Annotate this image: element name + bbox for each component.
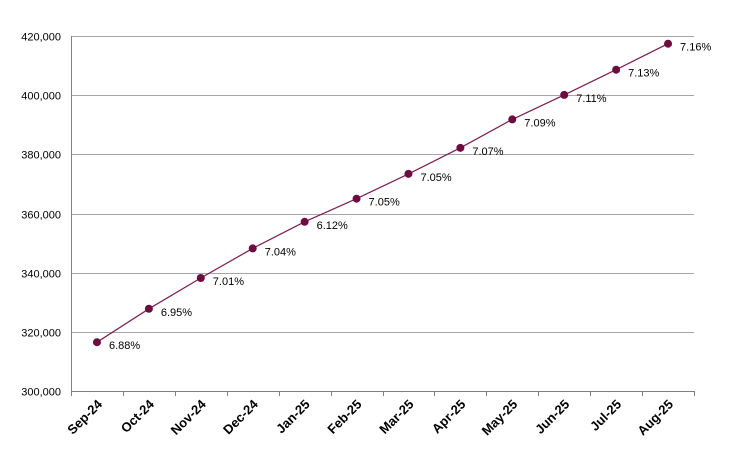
y-tick-label: 320,000 [21,328,61,340]
x-tick-label: May-25 [479,397,521,439]
data-point [300,217,309,226]
series-line [96,43,669,343]
data-label: 7.13% [628,68,659,80]
series-line-path [96,43,669,343]
data-label: 7.05% [369,197,400,209]
data-point [352,194,361,203]
data-point [560,90,569,99]
data-point [144,304,153,313]
data-label: 7.05% [420,172,451,184]
data-point [508,115,517,124]
y-axis-tick-labels: 300,000 320,000 340,000 360,000 380,000 400,0… [21,32,61,399]
data-point [404,169,413,178]
x-tick-label: Sep-24 [64,396,105,437]
x-tick-label: Jun-25 [532,397,572,437]
y-tick-label: 400,000 [21,91,61,103]
gridlines [71,36,694,333]
data-label: 7.16% [680,42,711,54]
data-label: 7.09% [524,117,555,129]
y-tick-label: 300,000 [21,387,61,399]
data-labels: 6.88% 6.95% 7.01% 7.04% 6.12% 7.05% 7.05% 7.07%… [109,42,711,352]
data-label: 7.11% [576,93,607,105]
data-point [92,338,101,347]
axes [71,36,695,396]
data-label: 7.04% [265,246,296,258]
data-point [456,143,465,152]
data-label: 7.01% [213,276,244,288]
x-axis-tick-labels: Sep-24 Oct-24 Nov-24 Dec-24 Jan-25 Feb-25 Mar-… [64,396,676,438]
x-tick-label: Nov-24 [168,396,210,438]
data-points [92,39,673,347]
x-tick-label: Jul-25 [587,397,624,434]
x-tick-label: Jan-25 [273,397,313,437]
y-tick-label: 360,000 [21,210,61,222]
data-label: 6.95% [161,307,192,319]
x-tick-label: Oct-24 [118,396,158,436]
data-point [248,244,257,253]
data-point [612,65,621,74]
data-label: 6.88% [109,340,140,352]
y-tick-label: 340,000 [21,269,61,281]
x-tick-label: Aug-25 [634,397,676,439]
data-label: 6.12% [317,220,348,232]
x-tick-label: Mar-25 [376,397,416,437]
data-point [196,273,205,282]
x-tick-label: Dec-24 [220,396,261,437]
y-tick-label: 420,000 [21,32,61,44]
data-point [664,39,673,48]
y-tick-label: 380,000 [21,150,61,162]
x-tick-label: Feb-25 [324,397,364,437]
data-label: 7.07% [472,146,503,158]
x-tick-label: Apr-25 [429,397,469,437]
